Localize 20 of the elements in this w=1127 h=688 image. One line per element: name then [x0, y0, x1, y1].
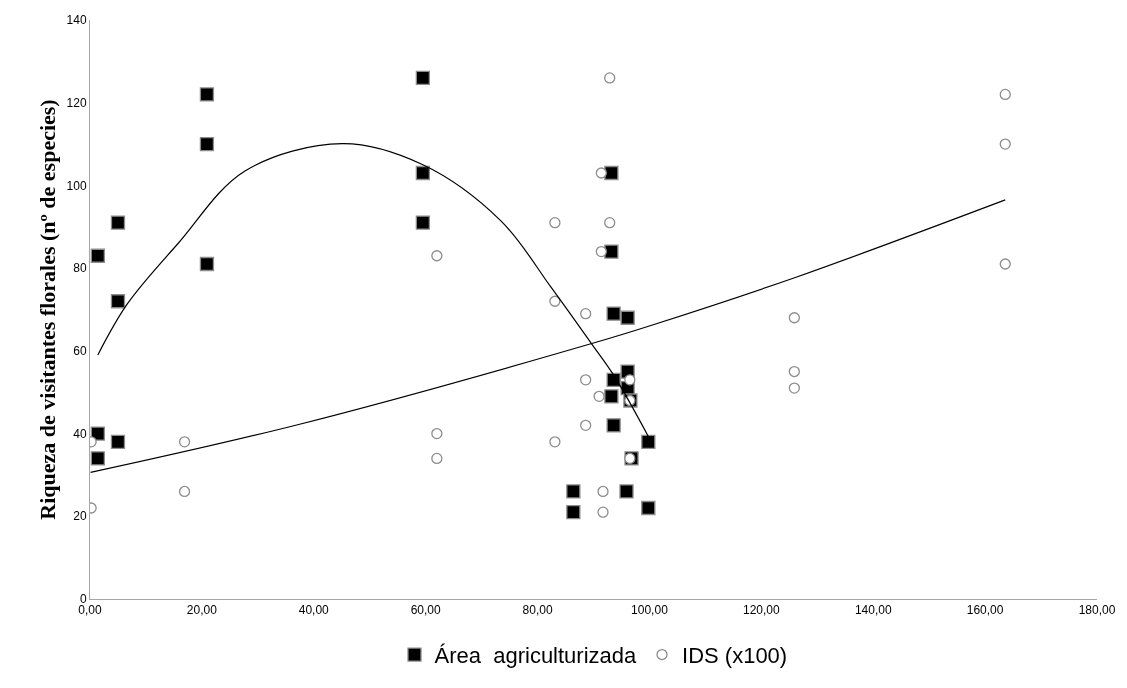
legend-label: Área agriculturizada: [434, 643, 638, 669]
x-tick-label: 140,00: [854, 603, 892, 618]
legend-label: IDS (x100): [682, 643, 788, 669]
y-tick-label: 120: [66, 95, 87, 110]
y-tick-label: 80: [73, 261, 87, 276]
y-tick-label: 60: [73, 344, 87, 359]
y-tick-label: 40: [73, 426, 87, 441]
y-tick-label: 20: [73, 509, 87, 524]
y-axis-title: Riqueza de visitantes florales (nº de especies): [35, 99, 61, 520]
y-tick-label: 100: [66, 178, 87, 193]
x-tick-label: 20,00: [186, 603, 218, 618]
x-tick-label: 60,00: [410, 603, 442, 618]
x-tick-label: 100,00: [631, 603, 669, 618]
x-tick-label: 40,00: [298, 603, 330, 618]
x-tick-label: 80,00: [522, 603, 553, 618]
x-tick-label: 0,00: [78, 603, 102, 618]
x-tick-label: 120,00: [742, 603, 781, 618]
y-tick-label: 140: [66, 13, 87, 28]
x-tick-label: 160,00: [966, 603, 1004, 618]
x-tick-label: 180,00: [1078, 603, 1116, 618]
